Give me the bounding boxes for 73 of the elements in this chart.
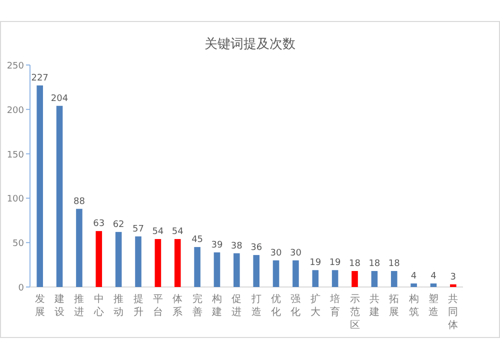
bar <box>154 239 162 287</box>
data-label: 30 <box>270 248 282 258</box>
x-tick-label: 平台 <box>152 294 163 318</box>
bar <box>371 271 378 287</box>
bar <box>410 283 417 287</box>
bar <box>96 231 102 287</box>
x-tick-label: 构建 <box>210 293 222 318</box>
data-label: 4 <box>430 271 437 282</box>
y-tick-label: 100 <box>6 194 24 205</box>
bar <box>352 271 358 287</box>
bar <box>194 247 200 287</box>
x-tick-label: 共建 <box>368 293 380 318</box>
bar <box>272 260 280 287</box>
data-label: 54 <box>152 227 164 238</box>
bar <box>76 208 82 287</box>
x-tick-label: 塑造 <box>428 293 438 318</box>
bar <box>174 239 181 287</box>
bar <box>390 271 398 287</box>
data-label: 88 <box>73 196 86 207</box>
x-tick-label: 扩大 <box>310 293 320 318</box>
data-label: 18 <box>388 259 400 270</box>
bar <box>115 232 122 287</box>
bar <box>430 283 437 287</box>
y-tick-label: 200 <box>6 106 24 116</box>
x-tick-label: 培育 <box>329 293 340 318</box>
bar <box>56 106 63 287</box>
x-tick-label: 推动 <box>114 293 124 318</box>
bar <box>214 252 220 287</box>
bar <box>135 236 142 287</box>
x-tick-label: 共同体 <box>448 293 458 331</box>
bar <box>253 255 260 287</box>
data-label: 18 <box>349 259 361 270</box>
bar <box>332 270 338 287</box>
data-label: 45 <box>192 235 204 246</box>
x-tick-label: 打造 <box>250 293 262 318</box>
x-tick-label: 体系 <box>172 293 183 318</box>
bar <box>292 260 299 287</box>
data-label: 39 <box>211 240 223 250</box>
data-label: 4 <box>410 271 417 282</box>
y-tick-label: 250 <box>6 62 24 72</box>
data-label: 62 <box>112 220 124 230</box>
data-label: 30 <box>290 248 302 258</box>
x-tick-label: 中心 <box>92 293 104 318</box>
x-tick-label: 完善 <box>192 293 202 318</box>
data-label: 19 <box>310 258 322 268</box>
data-label: 227 <box>31 73 48 84</box>
data-label: 63 <box>93 219 105 230</box>
data-label: 38 <box>230 241 243 252</box>
data-label: 18 <box>368 259 380 270</box>
data-label: 19 <box>329 258 342 268</box>
bar <box>36 85 43 287</box>
bar <box>450 284 456 287</box>
data-label: 204 <box>50 94 68 104</box>
x-tick-label: 示范区 <box>350 294 360 331</box>
x-tick-label: 优化 <box>271 294 282 318</box>
data-label: 54 <box>172 227 184 238</box>
y-tick-label: 50 <box>12 239 24 250</box>
x-tick-label: 建设 <box>54 293 65 318</box>
bar <box>234 253 240 287</box>
data-label: 36 <box>250 243 262 254</box>
chart-title: 关键词提及次数 <box>204 37 296 52</box>
bar <box>312 270 319 287</box>
x-tick-label: 强化 <box>290 294 301 318</box>
data-label: 57 <box>132 224 144 234</box>
y-tick-label: 150 <box>6 150 24 160</box>
x-tick-label: 发展 <box>34 294 45 318</box>
data-label: 3 <box>450 272 456 282</box>
x-tick-label: 促进 <box>232 294 242 318</box>
x-tick-label: 构筑 <box>408 293 419 318</box>
x-tick-label: 推进 <box>74 293 84 318</box>
x-tick-label: 提升 <box>133 293 144 318</box>
y-tick-label: 0 <box>18 284 24 294</box>
x-tick-label: 拓展 <box>388 293 400 318</box>
